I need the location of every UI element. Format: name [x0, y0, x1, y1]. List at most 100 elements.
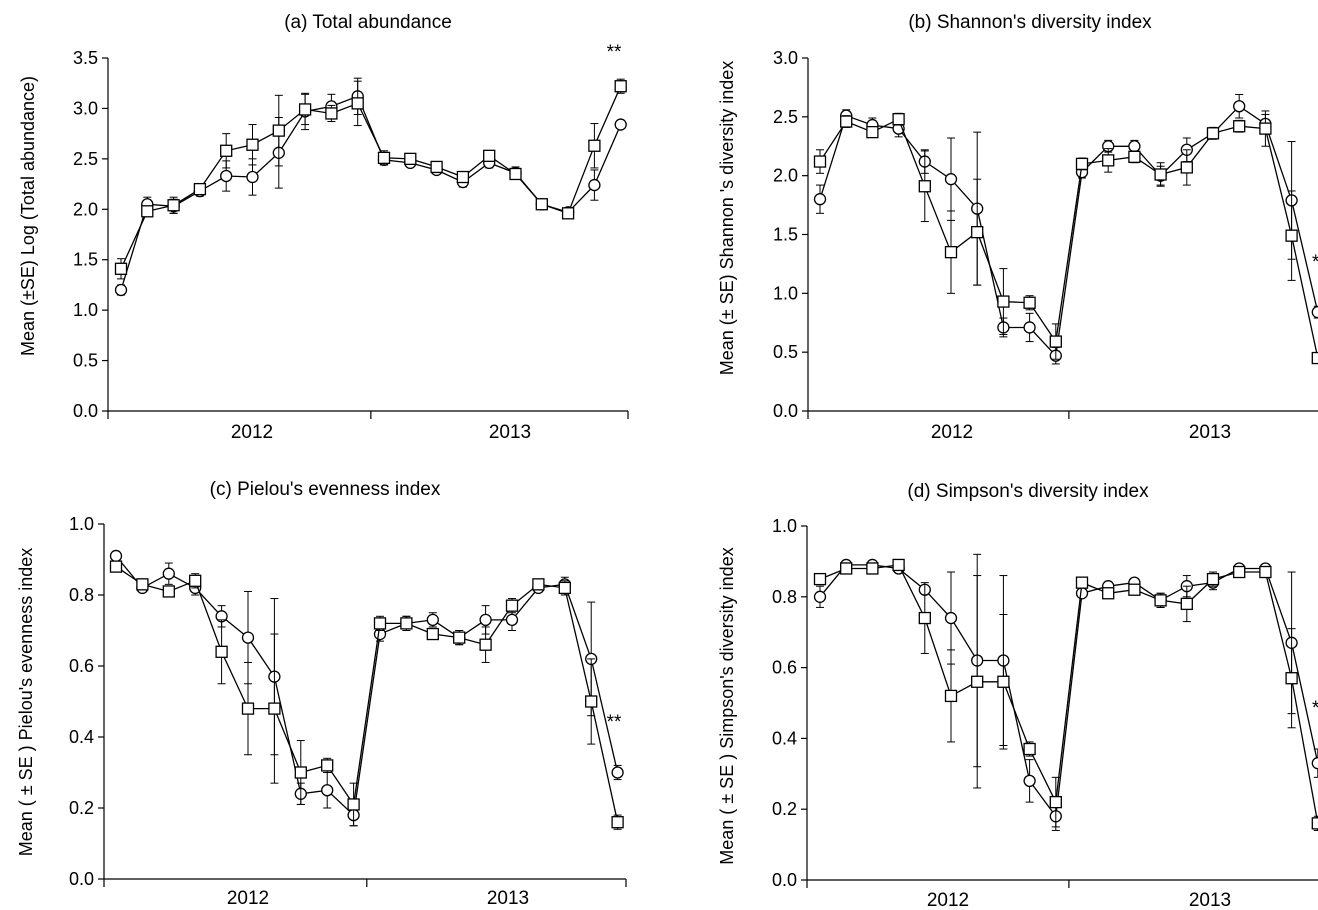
- data-point-square: [532, 578, 545, 591]
- series-square: [813, 110, 1318, 365]
- data-point-square: [918, 180, 931, 193]
- series-line: [819, 105, 1318, 358]
- year-label-2012: 2012: [931, 422, 973, 443]
- year-label-2012: 2012: [227, 888, 269, 909]
- y-tick-label: 1.0: [73, 300, 98, 320]
- data-point-square: [813, 155, 827, 168]
- year-label-2012: 2012: [231, 422, 273, 443]
- y-tick-label: 3.0: [73, 98, 98, 118]
- data-point-circle: [813, 193, 827, 206]
- data-point-square: [1075, 576, 1089, 589]
- data-point-square: [167, 199, 180, 212]
- data-point-square: [479, 638, 492, 651]
- data-point-square: [1075, 157, 1089, 171]
- series-line: [819, 118, 1318, 359]
- y-tick-label: 0.5: [73, 351, 98, 371]
- y-tick-label: 1.0: [69, 514, 94, 534]
- significance-marker: **: [1312, 252, 1318, 273]
- data-point-circle: [1233, 100, 1246, 113]
- data-point-square: [1154, 594, 1167, 607]
- data-point-square: [944, 689, 958, 703]
- data-point-square: [456, 170, 470, 184]
- data-point-square: [453, 631, 466, 644]
- data-point-square: [535, 198, 548, 211]
- data-point-circle: [479, 613, 492, 626]
- data-point-square: [1102, 154, 1115, 167]
- data-point-square: [109, 560, 123, 573]
- data-point-square: [246, 138, 259, 151]
- data-point-circle: [162, 567, 175, 580]
- data-point-circle: [611, 766, 624, 779]
- data-point-circle: [944, 611, 958, 625]
- data-point-circle: [109, 549, 123, 563]
- data-point-circle: [1311, 757, 1318, 770]
- chart-title: (b) Shannon's diversity index: [908, 12, 1152, 33]
- data-point-circle: [114, 283, 128, 297]
- data-point-square: [944, 245, 958, 259]
- data-point-circle: [614, 118, 627, 131]
- data-point-square: [1180, 161, 1193, 174]
- data-point-circle: [813, 590, 827, 603]
- data-point-square: [141, 205, 154, 218]
- data-point-square: [347, 798, 360, 811]
- data-point-square: [193, 182, 207, 196]
- y-tick-label: 0.6: [69, 656, 94, 676]
- y-tick-label: 0.8: [69, 585, 94, 605]
- data-point-square: [840, 562, 853, 575]
- data-point-square: [1311, 817, 1318, 830]
- series-circle: [813, 553, 1318, 831]
- data-point-square: [294, 766, 307, 779]
- y-tick-label: 2.0: [73, 199, 98, 219]
- data-point-square: [1233, 120, 1246, 133]
- series-square: [114, 78, 627, 280]
- data-point-square: [1233, 565, 1246, 579]
- data-point-square: [840, 115, 853, 128]
- data-point-square: [971, 675, 984, 688]
- series-line: [819, 564, 1318, 824]
- data-point-square: [189, 574, 202, 587]
- data-point-circle: [1311, 306, 1318, 319]
- data-point-circle: [321, 784, 334, 797]
- y-tick-label: 0.0: [69, 869, 94, 889]
- y-tick-label: 1.0: [772, 516, 797, 536]
- y-tick-label: 0.5: [773, 342, 798, 362]
- data-point-square: [400, 617, 413, 630]
- y-tick-label: 2.5: [773, 107, 798, 127]
- data-point-circle: [588, 178, 601, 192]
- data-point-square: [162, 585, 175, 598]
- data-point-square: [1128, 150, 1141, 163]
- significance-marker: **: [607, 712, 622, 733]
- data-point-square: [1102, 587, 1115, 600]
- data-point-square: [483, 149, 496, 162]
- data-point-square: [351, 97, 364, 110]
- data-point-square: [558, 581, 571, 595]
- data-point-square: [585, 695, 598, 708]
- y-tick-label: 0.0: [773, 401, 798, 421]
- data-point-square: [268, 702, 281, 715]
- y-axis-label: Mean (±SE) Log (Total abundance): [18, 76, 38, 356]
- data-point-square: [1206, 127, 1220, 140]
- data-point-square: [1206, 572, 1220, 586]
- year-label-2013: 2013: [1189, 890, 1231, 910]
- data-point-square: [1049, 795, 1062, 809]
- y-tick-label: 2.5: [73, 149, 98, 169]
- panel-c-pielou-evenness: (c) Pielou's evenness index Mean ( ± SE …: [16, 479, 627, 909]
- y-axis-label: Mean ( ± SE ) Pielou's evenness index: [16, 548, 36, 856]
- y-tick-label: 0.8: [772, 587, 797, 607]
- series-circle: [114, 77, 627, 297]
- data-point-square: [813, 572, 827, 586]
- y-tick-label: 0.4: [772, 728, 797, 748]
- data-point-square: [114, 262, 128, 275]
- panel-a-total-abundance: (a) Total abundance Mean (±SE) Log (Tota…: [18, 12, 629, 443]
- y-tick-label: 3.0: [773, 48, 798, 68]
- chart-title: (a) Total abundance: [284, 12, 452, 33]
- data-point-square: [377, 151, 391, 164]
- data-point-square: [426, 627, 439, 641]
- year-label-2013: 2013: [489, 422, 531, 443]
- data-point-circle: [246, 170, 259, 184]
- year-label-2013: 2013: [1189, 422, 1231, 443]
- data-point-square: [1023, 742, 1036, 756]
- data-point-square: [241, 702, 255, 715]
- data-point-circle: [1023, 321, 1036, 334]
